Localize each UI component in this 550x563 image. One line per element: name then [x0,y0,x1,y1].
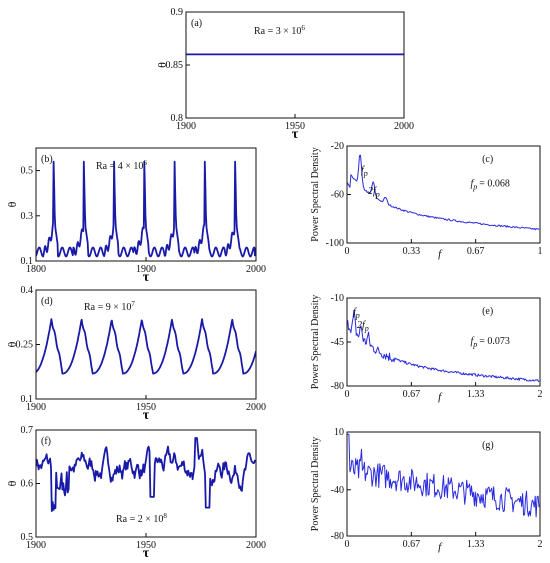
y-axis-label-f: θ [5,480,19,486]
peak-fp-label-e: fp [353,307,360,320]
y-tick-label-b: 0.5 [21,166,34,177]
y-tick-label-c: -20 [331,141,344,152]
series-line-b [36,160,256,258]
x-tick-label-c: 0.33 [403,246,421,257]
y-tick-label-g: 10 [334,427,344,438]
y-tick-label-f: 0.6 [21,479,34,490]
y-axis-label-d: θ [5,341,19,347]
rayleigh-annotation-d: Ra = 9 × 107 [84,300,135,313]
x-tick-label-c: 0.67 [467,246,485,257]
x-axis-label-c: f [438,248,443,260]
y-tick-label-b: 0.3 [21,211,34,222]
panel-label-e: (e) [482,306,493,317]
y-tick-label-f: 0.5 [21,532,34,543]
panel-label-d: (d) [41,296,53,307]
x-tick-label-a: 1900 [176,121,196,132]
panel-label-b: (b) [41,154,53,165]
x-tick-label-d: 2000 [246,402,266,413]
x-tick-label-a: 1950 [285,121,305,132]
panel-g: 0 0.67 1.33 2 10 -40 -80 f Power Spectral Densit… [310,427,543,553]
panel-e: 0 0.67 1.33 2 -10 -45 -80 f Power Spectral Densi… [310,293,543,403]
x-axis-label-e: f [438,391,443,403]
series-line-e [347,309,540,382]
y-tick-label-c: -60 [331,190,344,201]
panel-f: 1900 1950 2000 0.5 0.6 0.7 τ θ (f) Ra = 2 × 108 [5,425,266,561]
y-tick-label-e: -80 [331,381,344,392]
series-line-g [347,433,540,518]
fp-annotation-e: fp = 0.073 [471,336,510,349]
x-tick-label-c: 1 [538,246,543,257]
panel-d: 1900 1950 2000 0.1 0.25 0.4 τ θ (d) Ra = 9 × 107 [5,285,266,423]
x-tick-label-e: 0.67 [403,389,421,400]
x-tick-label-f: 1900 [26,540,46,551]
y-tick-label-d: 0.25 [16,340,34,351]
y-tick-label-g: -80 [331,531,344,542]
x-tick-label-g: 0 [345,539,350,550]
series-line-d [36,318,256,375]
x-axis-label-g: f [438,541,443,553]
peak-2fp-label-e: 2fp [357,320,369,333]
fp-annotation-c: fp = 0.068 [471,179,510,192]
x-tick-label-b: 1800 [26,264,46,275]
panel-label-c: (c) [482,154,493,165]
x-axis-label-a: τ [292,127,299,142]
x-tick-label-e: 1.33 [467,389,485,400]
panel-label-f: (f) [41,436,51,447]
y-tick-label-a: 0.85 [166,60,184,71]
y-axis-label-e: Power Spectral Density [310,295,321,389]
peak-2fp-label-c: 2fp [368,186,380,199]
rayleigh-annotation-b: Ra = 4 × 106 [96,159,147,172]
x-tick-label-d: 1900 [26,402,46,413]
y-tick-label-f: 0.7 [21,425,34,436]
series-line-f [36,437,256,512]
y-axis-label-c: Power Spectral Density [310,147,321,241]
x-tick-label-c: 0 [345,246,350,257]
y-tick-label-e: -10 [331,293,344,304]
panel-label-g: (g) [482,440,494,451]
y-tick-label-g: -40 [331,485,344,496]
y-tick-label-b: 0.1 [21,256,34,267]
y-axis-label-a: θ [155,62,169,68]
x-tick-label-d: 1950 [136,402,156,413]
rayleigh-annotation-a: Ra = 3 × 106 [254,24,305,37]
y-tick-label-c: -100 [326,238,344,249]
y-axis-label-b: θ [5,201,19,207]
x-axis-label-d: τ [143,408,150,423]
x-tick-label-e: 0 [345,389,350,400]
y-tick-label-a: 0.9 [171,7,184,18]
x-tick-label-g: 2 [538,539,543,550]
panel-label-a: (a) [191,18,202,29]
x-tick-label-b: 1900 [136,264,156,275]
y-tick-label-a: 0.8 [171,113,184,124]
panel-c: 0 0.33 0.67 1 -20 -60 -100 f Power Spectral Dens… [310,141,543,260]
x-tick-label-a: 2000 [394,121,414,132]
x-tick-label-f: 2000 [246,540,266,551]
rayleigh-annotation-f: Ra = 2 × 108 [116,512,167,525]
panel-b: 1800 1900 2000 0.1 0.3 0.5 τ θ (b) Ra = 4 × 106 [5,147,266,285]
x-tick-label-g: 0.67 [403,539,421,550]
y-axis-label-g: Power Spectral Density [310,437,321,531]
y-tick-label-e: -45 [331,337,344,348]
peak-fp-label-c: fp [361,165,368,178]
panel-a: 1900 1950 2000 0.8 0.85 0.9 τ θ (a) Ra = 3 × 106 [155,7,414,142]
y-tick-label-d: 0.4 [21,285,34,296]
axes-frame-e [346,297,541,387]
x-tick-label-e: 2 [538,389,543,400]
y-tick-label-d: 0.1 [21,394,34,405]
x-tick-label-f: 1950 [136,540,156,551]
series-line-c [347,154,540,231]
axes-frame-g [346,431,541,537]
x-tick-label-g: 1.33 [467,539,485,550]
x-axis-label-b: τ [143,270,150,285]
x-axis-label-f: τ [143,546,150,561]
axes-frame-d [35,289,257,400]
x-tick-label-b: 2000 [246,264,266,275]
